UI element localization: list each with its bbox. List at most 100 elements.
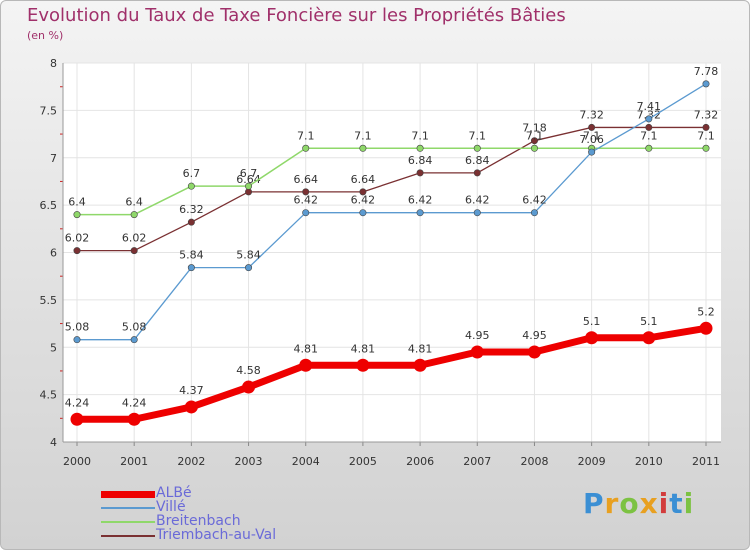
data-label: 6.02 [65,232,90,245]
logo-letter: o [619,487,640,520]
data-label: 5.84 [179,249,204,262]
data-point [302,209,310,217]
legend-label: Villé [156,499,186,515]
legend-label: Triembach-au-Val [156,527,277,543]
data-point [470,345,484,359]
data-point [242,380,256,394]
legend-label: ALBé [156,485,192,501]
data-label: 6.64 [293,173,318,186]
data-label: 7.18 [522,122,547,135]
data-label: 4.81 [351,342,376,355]
data-point [416,209,424,217]
data-label: 4.81 [408,342,433,355]
legend-label: Breitenbach [156,513,241,529]
data-label: 6.84 [408,154,433,167]
data-label: 7.32 [637,108,662,121]
data-point [73,247,81,255]
data-label: 4.95 [465,329,490,342]
data-point [473,209,481,217]
data-point [473,169,481,177]
data-point [127,412,141,426]
data-point [187,218,195,226]
series-line-vill- [77,83,707,341]
logo-letter: t [669,487,684,520]
x-tick-label: 2011 [692,455,720,468]
data-point [645,115,653,123]
x-tick-label: 2003 [235,455,263,468]
x-tick-label: 2010 [635,455,663,468]
data-point [642,331,656,345]
chart-subtitle: (en %) [27,29,64,42]
data-label: 6.4 [68,196,86,209]
data-label: 4.95 [522,329,547,342]
series-line-triembach-au-val [77,126,706,252]
data-point [359,144,367,152]
data-label: 6.7 [240,167,258,180]
data-label: 6.64 [351,173,376,186]
data-point [645,144,653,152]
data-label: 7.1 [640,129,658,142]
data-label: 7.1 [697,129,715,142]
data-point [588,123,596,131]
data-point [585,331,599,345]
x-tick-label: 2002 [177,455,205,468]
data-label: 7.78 [694,65,719,78]
legend-swatch [101,521,155,523]
data-point [702,144,710,152]
y-tick-label: 4.5 [40,389,58,402]
data-label: 7.06 [579,133,604,146]
data-point [130,336,138,344]
x-tick-label: 2004 [292,455,320,468]
data-point [130,247,138,255]
data-point [73,336,81,344]
x-tick-label: 2009 [578,455,606,468]
data-label: 4.24 [122,396,147,409]
data-label: 7.1 [583,129,601,142]
x-tick-label: 2008 [520,455,548,468]
y-tick-label: 5 [50,341,57,354]
series-triembach-au-val: 6.02 6.026.326.64 6.64 6.646.84 6.847.187.32… [65,108,718,255]
data-point [187,182,195,190]
data-label: 6.4 [125,196,143,209]
legend-swatch [101,490,155,498]
data-label: 6.42 [522,194,547,207]
y-tick-label: 7.5 [40,104,58,117]
logo-letter: r [604,487,620,520]
series-vill-: 5.08 5.08 5.84 5.84 6.42 6.42 6.42 6.42 6.42 7.06… [65,65,719,344]
data-label: 7.41 [637,100,662,113]
data-label: 5.84 [236,249,261,262]
data-label: 7.1 [297,129,315,142]
data-label: 6.7 [183,167,201,180]
data-point [70,412,84,426]
y-tick-label: 5.5 [40,294,58,307]
x-tick-label: 2006 [406,455,434,468]
data-point [530,137,538,145]
data-point [302,188,310,196]
data-label: 6.42 [408,194,433,207]
data-point [130,211,138,219]
data-label: 6.32 [179,203,204,216]
data-label: 7.1 [354,129,372,142]
logo-letter: P [583,487,605,520]
data-point [645,123,653,131]
x-tick-label: 2000 [63,455,91,468]
data-label: 7.32 [579,108,604,121]
x-tick-label: 2001 [120,455,148,468]
data-label: 5.08 [65,321,90,334]
data-point [359,209,367,217]
series-breitenbach: 6.4 6.4 6.7 6.7 7.1 7.1 7.1 7.1 7.1 7.1 7.1 7.1 [68,129,715,219]
data-point [699,321,713,335]
data-point [73,211,81,219]
data-label: 5.08 [122,321,147,334]
series-alb-: 4.24 4.24 4.37 4.58 4.81 4.81 4.81 4.95 4.95 5.1 5… [65,305,715,426]
data-point [184,400,198,414]
data-point [245,182,253,190]
proxiti-logo: Proxiti [583,487,694,520]
logo-letter: i [683,487,695,520]
data-label: 7.1 [469,129,487,142]
data-label: 6.42 [293,194,318,207]
data-point [702,123,710,131]
y-tick-label: 6 [50,247,57,260]
data-point [527,345,541,359]
